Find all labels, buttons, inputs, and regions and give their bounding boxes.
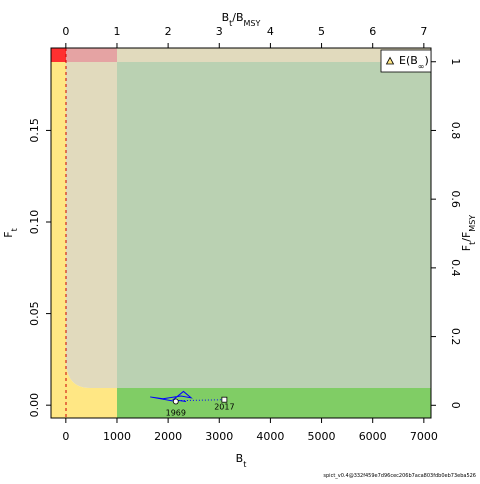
label-part: B xyxy=(222,11,230,24)
label-part: B xyxy=(236,452,244,465)
x2-tick-label: 4 xyxy=(267,25,274,38)
regions xyxy=(51,48,431,418)
label-part: t xyxy=(229,19,232,28)
label-part: t xyxy=(468,242,477,245)
label-part: MSY xyxy=(244,19,261,28)
label-part: t xyxy=(10,228,19,231)
footer: spict_v0.4@332f459e7d96cec206b7aca803fdb… xyxy=(323,473,476,479)
y2-tick-label: 1 xyxy=(449,58,462,65)
plot-frame xyxy=(50,47,432,419)
region xyxy=(51,48,66,62)
y2-tick-label: 0.4 xyxy=(449,259,462,277)
y-tick-label: 0.15 xyxy=(28,118,41,143)
y2-tick-label: 0 xyxy=(449,402,462,409)
legend-label: E(B∞) xyxy=(399,54,429,71)
x-tick-label: 4000 xyxy=(256,430,284,443)
region xyxy=(66,388,117,418)
end-label: 2017 xyxy=(214,403,234,412)
x2-tick-label: 5 xyxy=(318,25,325,38)
x2-tick-label: 2 xyxy=(165,25,172,38)
x-tick-label: 5000 xyxy=(308,430,336,443)
start-point xyxy=(172,398,179,405)
y-tick-label: 0.10 xyxy=(28,210,41,235)
y-tick-label: 0.05 xyxy=(28,301,41,326)
label-part: ) xyxy=(424,54,428,67)
region xyxy=(66,48,117,62)
y2-axis-label: Ft/FMSY xyxy=(460,215,477,251)
region xyxy=(117,388,431,418)
region xyxy=(51,62,66,418)
label-part: t xyxy=(243,460,246,469)
region xyxy=(117,48,431,62)
x2-axis-label: Bt/BMSY xyxy=(222,11,261,28)
x2-tick-label: 6 xyxy=(369,25,376,38)
label-part: /B xyxy=(232,11,243,24)
label-part: MSY xyxy=(468,215,477,232)
label-part: E(B xyxy=(399,54,418,67)
label-part: F xyxy=(2,231,15,237)
region xyxy=(66,62,117,388)
x-tick-label: 6000 xyxy=(359,430,387,443)
marks xyxy=(150,390,228,405)
x2-tick-label: 1 xyxy=(113,25,120,38)
label-part: F xyxy=(460,245,473,251)
x-axis-label: Bt xyxy=(236,452,247,469)
start-label: 1969 xyxy=(166,409,186,418)
x-tick-label: 7000 xyxy=(410,430,438,443)
y2-tick-label: 0.2 xyxy=(449,328,462,346)
x2-tick-label: 7 xyxy=(420,25,427,38)
y-axis-label: Ft xyxy=(2,228,19,237)
y2-tick-label: 0.6 xyxy=(449,190,462,208)
x-tick-label: 2000 xyxy=(154,430,182,443)
x2-tick-label: 3 xyxy=(216,25,223,38)
legend-symbol xyxy=(385,56,395,65)
x2-tick-label: 0 xyxy=(62,25,69,38)
x-tick-label: 3000 xyxy=(205,430,233,443)
y-tick-label: 0.00 xyxy=(28,393,41,418)
label-part: ∞ xyxy=(418,62,425,71)
x-tick-label: 1000 xyxy=(103,430,131,443)
end-point xyxy=(221,396,228,403)
region xyxy=(66,360,90,388)
legend-box xyxy=(380,49,432,73)
x-tick-label: 0 xyxy=(62,430,69,443)
projection xyxy=(180,399,225,402)
region xyxy=(117,62,431,388)
label-part: /F xyxy=(460,232,473,242)
y2-tick-label: 0.8 xyxy=(449,122,462,140)
